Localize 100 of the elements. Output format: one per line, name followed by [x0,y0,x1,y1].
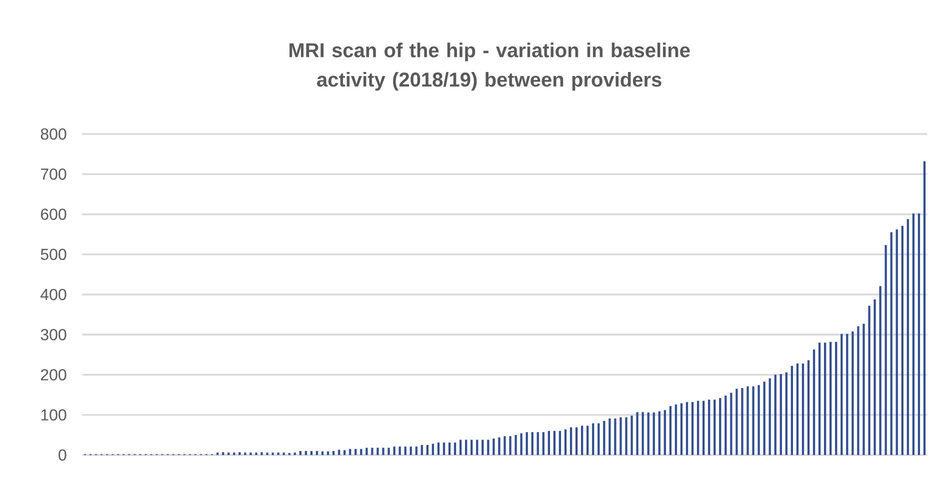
bar [498,437,500,455]
y-tick-label: 100 [41,409,66,421]
bar [371,448,374,455]
bar [304,450,307,455]
bar [680,403,683,455]
bar [702,400,705,455]
bar [896,230,898,455]
bar [669,406,672,455]
y-tick-label: 400 [40,288,66,300]
bar [316,450,318,455]
bar [835,342,838,455]
chart-title: MRI scan of the hip - variation in baseline activity (2018/19) between providers [290,42,690,91]
bar [874,299,876,455]
bar [487,440,490,455]
y-tick-label: 200 [40,369,66,380]
bar [719,398,722,455]
bar [592,423,594,455]
bar [724,396,727,455]
bar [625,417,628,455]
bar [520,433,522,455]
y-tick-label: 700 [40,168,66,180]
bar [454,442,456,455]
bar [366,448,368,455]
bar [840,334,843,455]
bar [504,436,506,455]
bar [354,448,357,455]
bar [846,334,848,455]
bar [448,442,451,455]
bar [780,374,782,455]
bar [730,392,732,455]
bar [884,245,887,455]
bar [906,219,909,455]
bar [741,388,744,455]
bar [818,342,821,455]
bar [426,444,428,455]
bar [482,440,484,455]
bar [398,446,401,455]
bar [332,450,335,455]
bar [310,450,313,455]
bar [691,402,694,455]
y-tick-label: 500 [40,248,66,260]
bar [376,448,379,455]
bar [890,232,892,455]
bar [415,446,418,455]
bar [260,452,263,455]
bar [465,440,468,455]
bar [674,404,678,455]
bar [758,385,760,455]
bar [388,448,390,455]
bar [476,440,478,455]
bar [714,400,716,455]
bar [344,450,346,455]
bar [570,427,572,455]
bar [404,446,406,455]
y-tick-label: 600 [40,208,66,220]
bar [509,436,512,455]
bar [852,331,854,455]
bar [868,306,870,455]
bar [785,372,788,455]
bar [603,420,606,455]
bar [774,374,776,455]
bar [696,400,700,455]
bar [548,430,550,455]
bar [620,417,622,455]
bar [536,432,539,455]
bar [437,442,440,455]
bar [796,364,799,455]
bar [531,432,534,455]
bar [708,400,710,455]
bar [686,402,688,455]
bar [879,286,882,455]
bar [807,360,810,455]
bar [360,448,362,455]
bar [923,161,926,455]
bar [768,378,771,455]
bar [382,448,384,455]
y-tick-label: 0 [58,449,66,461]
bar [553,430,556,455]
bar [830,342,832,455]
bar [790,366,793,455]
bar [526,432,528,455]
bar [222,452,224,455]
bar [299,450,302,455]
bar [580,426,584,455]
bar [912,213,915,455]
bar [598,423,600,455]
bar [652,412,655,455]
bar [326,451,330,455]
bar [746,386,749,455]
bar [824,342,826,455]
bar [492,438,495,455]
bar [564,429,567,455]
bar [614,418,616,455]
bar [658,411,660,455]
bar [630,416,633,455]
bar [459,440,462,455]
bar [857,326,860,455]
bar [763,382,766,455]
bar [514,434,517,455]
y-tick-label: 800 [40,128,66,140]
